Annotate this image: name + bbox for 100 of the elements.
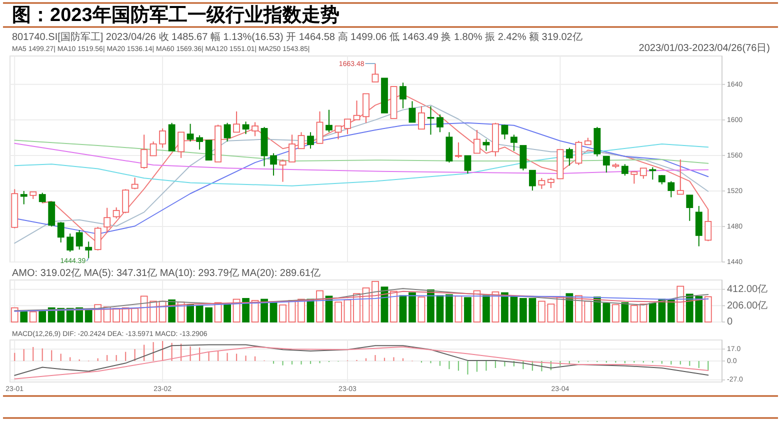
candlestick — [408, 100, 416, 123]
bar — [399, 295, 407, 322]
bar — [676, 286, 684, 322]
candlestick — [547, 177, 554, 189]
y-tick-label: 0 — [727, 316, 733, 328]
candlestick — [695, 205, 702, 247]
candlestick — [104, 207, 111, 234]
candlestick — [279, 158, 286, 182]
candlestick — [233, 110, 240, 133]
candlestick — [418, 106, 425, 130]
candlestick — [122, 188, 130, 214]
candlestick — [288, 134, 296, 162]
candlestick — [649, 166, 656, 180]
candlestick — [344, 118, 351, 135]
candlestick — [205, 140, 212, 161]
candlestick — [474, 129, 480, 154]
bar — [10, 307, 18, 322]
candlestick — [630, 171, 638, 184]
candlestick — [621, 164, 628, 176]
candlestick — [668, 180, 675, 198]
bar — [454, 296, 462, 322]
y-tick-label: 412.00亿 — [727, 284, 768, 295]
bar — [279, 304, 286, 322]
bar — [501, 292, 508, 322]
bar — [38, 310, 46, 322]
bar — [667, 299, 675, 322]
bar — [20, 310, 28, 322]
candlestick — [436, 114, 444, 133]
candlestick — [362, 93, 370, 124]
line-series — [14, 143, 709, 186]
candlestick — [252, 122, 258, 137]
bar — [520, 298, 527, 322]
candlestick — [150, 141, 157, 156]
candlestick — [520, 145, 527, 171]
candlestick — [566, 147, 573, 166]
candlestick — [640, 168, 647, 180]
bar — [260, 298, 268, 322]
bar — [612, 304, 620, 322]
candlestick — [48, 201, 56, 227]
bar — [528, 298, 536, 322]
candlestick — [57, 222, 64, 243]
bar — [704, 296, 712, 322]
candlestick — [686, 194, 694, 222]
bar — [436, 295, 444, 322]
candlestick — [178, 132, 185, 158]
bar — [408, 292, 416, 322]
bar — [84, 309, 92, 322]
bar — [621, 302, 629, 322]
candlestick — [400, 82, 406, 109]
candlestick — [38, 192, 46, 204]
candlestick — [353, 100, 360, 120]
candlestick — [372, 63, 379, 82]
bar — [372, 280, 379, 322]
line-series — [14, 295, 709, 312]
y-tick-label: 206.00亿 — [727, 300, 768, 312]
candlestick — [575, 140, 582, 166]
bar — [510, 296, 518, 322]
bar — [242, 298, 250, 322]
candlestick — [455, 142, 462, 158]
candlestick — [334, 125, 342, 140]
candlestick — [270, 152, 277, 176]
bar — [29, 311, 37, 322]
bar — [186, 304, 194, 322]
candlestick — [140, 134, 148, 170]
candlestick — [298, 132, 305, 150]
candlestick — [242, 121, 250, 135]
bar — [418, 296, 426, 322]
chart-title: 图：2023年国防军工一级行业指数走势 — [12, 4, 340, 26]
line-series — [14, 142, 709, 174]
candlestick — [224, 122, 231, 142]
text: AMO: 319.02亿 MA(5): 347.31亿 MA(10): 293.79亿 MA(20): 289.61亿 — [12, 268, 320, 279]
candlestick — [464, 155, 472, 174]
candlestick — [528, 170, 536, 192]
candlestick — [676, 158, 684, 195]
candlestick — [538, 178, 546, 190]
text: 2023/01/03-2023/04/26(76日) — [638, 43, 770, 54]
bar — [334, 302, 342, 322]
candlestick — [326, 109, 332, 133]
bar — [205, 307, 212, 322]
candlestick — [159, 128, 166, 148]
candlestick — [112, 206, 120, 219]
bar — [390, 290, 398, 322]
candlestick — [501, 124, 508, 140]
candlestick — [196, 134, 204, 150]
candlestick — [510, 134, 518, 152]
bar — [353, 293, 360, 322]
candlestick — [307, 132, 314, 150]
text: 801740.SI[国防军工] 2023/04/26 收 1485.67 幅 1.13%(16.53) 开 1464.58 高 1499.06 低 1463.49 换 1.80% 振 2.42% 额 319.02亿 — [12, 31, 582, 43]
bar — [270, 302, 278, 322]
bar — [316, 290, 324, 322]
bar — [427, 289, 434, 322]
candlestick — [704, 209, 712, 242]
candlestick — [76, 230, 83, 250]
candlestick — [482, 138, 490, 152]
candlestick — [446, 132, 453, 164]
candlestick — [66, 233, 74, 252]
bar — [224, 304, 231, 322]
candlestick — [602, 156, 610, 173]
candlestick — [186, 123, 194, 142]
candlestick — [20, 190, 28, 205]
